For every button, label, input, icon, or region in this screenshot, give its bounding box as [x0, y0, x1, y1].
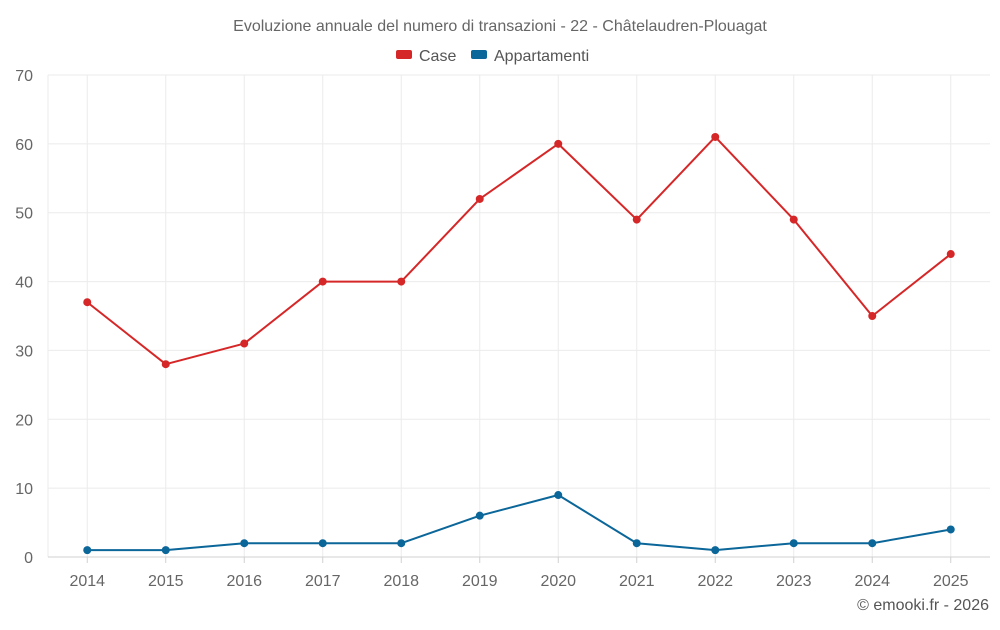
- data-point-appartamenti[interactable]: [397, 539, 406, 548]
- x-tick-label: 2015: [148, 573, 184, 590]
- data-point-case[interactable]: [554, 139, 563, 148]
- x-tick-label: 2022: [697, 573, 733, 590]
- data-point-case[interactable]: [632, 215, 641, 224]
- x-tick-label: 2025: [933, 573, 969, 590]
- legend-swatch-case: [396, 50, 412, 59]
- data-point-appartamenti[interactable]: [789, 539, 798, 548]
- data-point-case[interactable]: [83, 298, 92, 307]
- y-tick-label: 50: [15, 206, 33, 223]
- x-tick-label: 2023: [776, 573, 812, 590]
- y-tick-label: 40: [15, 275, 33, 292]
- x-tick-label: 2019: [462, 573, 498, 590]
- data-point-case[interactable]: [161, 360, 170, 369]
- y-tick-label: 0: [24, 550, 33, 567]
- data-point-case[interactable]: [318, 277, 327, 286]
- data-point-appartamenti[interactable]: [83, 546, 92, 555]
- x-tick-label: 2016: [226, 573, 262, 590]
- chart-title: Evoluzione annuale del numero di transaz…: [233, 18, 767, 35]
- series-appartamenti: [83, 491, 955, 555]
- data-point-case[interactable]: [475, 194, 484, 203]
- data-point-case[interactable]: [711, 132, 720, 141]
- series-line-appartamenti: [87, 494, 951, 552]
- x-tick-label: 2024: [854, 573, 890, 590]
- data-point-case[interactable]: [868, 312, 877, 320]
- axes: 0 10 20 30 40 50 60 70 2014 2015 2016 2017 2018 2019 2…: [15, 68, 990, 590]
- legend-label-appartamenti: Appartamenti: [494, 48, 589, 65]
- data-point-appartamenti[interactable]: [475, 511, 484, 520]
- x-tick-label: 2020: [540, 573, 576, 590]
- data-point-case[interactable]: [789, 215, 798, 224]
- x-tick-label: 2018: [383, 573, 419, 590]
- data-point-case[interactable]: [397, 277, 406, 286]
- legend: Case Appartamenti: [396, 48, 589, 65]
- x-tick-label: 2014: [69, 573, 105, 590]
- data-point-appartamenti[interactable]: [632, 539, 641, 548]
- y-tick-label: 60: [15, 137, 33, 154]
- credit-text: © emooki.fr - 2026: [857, 597, 989, 614]
- data-point-appartamenti[interactable]: [554, 491, 563, 500]
- legend-item-case[interactable]: Case: [396, 48, 456, 65]
- y-tick-label: 10: [15, 481, 33, 498]
- y-tick-label: 20: [15, 412, 33, 429]
- data-point-appartamenti[interactable]: [946, 525, 955, 534]
- series-case: [83, 132, 955, 369]
- data-point-appartamenti[interactable]: [868, 539, 877, 548]
- y-tick-label: 30: [15, 343, 33, 360]
- legend-swatch-appartamenti: [471, 50, 487, 59]
- grid: [48, 74, 990, 557]
- x-tick-label: 2017: [305, 573, 341, 590]
- data-point-appartamenti[interactable]: [318, 539, 327, 548]
- series-line-case: [86, 135, 952, 366]
- series: [83, 132, 955, 555]
- data-point-case[interactable]: [240, 339, 249, 348]
- x-tick-label: 2021: [619, 573, 655, 590]
- legend-label-case: Case: [419, 48, 456, 65]
- data-point-appartamenti[interactable]: [161, 546, 170, 555]
- y-tick-label: 70: [15, 68, 33, 85]
- data-point-appartamenti[interactable]: [240, 539, 249, 548]
- data-point-appartamenti[interactable]: [711, 546, 720, 555]
- data-point-case[interactable]: [946, 250, 955, 259]
- legend-item-appartamenti[interactable]: Appartamenti: [471, 48, 589, 65]
